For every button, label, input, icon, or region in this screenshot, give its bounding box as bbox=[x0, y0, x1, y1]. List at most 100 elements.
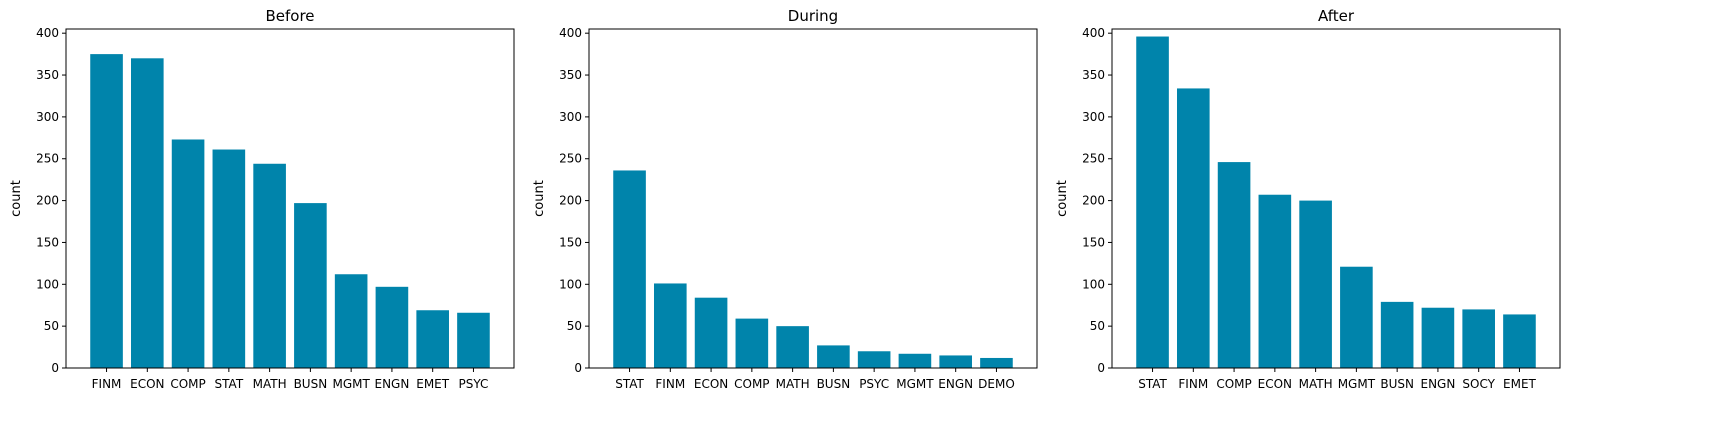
y-tick-label: 400 bbox=[36, 26, 59, 40]
x-tick-label: SOCY bbox=[1462, 377, 1495, 391]
x-ticks-group: STAT FINM COMP ECON MATH MGMT BUSN ENGN SOCY EMET bbox=[1138, 368, 1537, 391]
bars-group bbox=[613, 170, 1013, 368]
y-tick-label: 300 bbox=[36, 110, 59, 124]
bar-mgmt bbox=[1340, 266, 1373, 368]
bar-engn bbox=[1421, 307, 1455, 368]
chart-panel-before: Before count 0 50 100 150 200 250 300 350 400 FI… bbox=[9, 7, 515, 391]
x-tick-label: PSYC bbox=[459, 377, 489, 391]
x-tick-label: COMP bbox=[170, 377, 205, 391]
x-tick-label: BUSN bbox=[817, 377, 851, 391]
y-tick-label: 0 bbox=[51, 361, 59, 375]
y-tick-label: 0 bbox=[574, 361, 582, 375]
y-tick-label: 250 bbox=[1082, 152, 1105, 166]
y-ticks-group: 0 50 100 150 200 250 300 350 400 bbox=[559, 26, 589, 375]
y-tick-label: 100 bbox=[559, 277, 582, 291]
y-axis-label: count bbox=[9, 180, 24, 217]
y-axis-label: count bbox=[1055, 180, 1070, 217]
bar-mgmt bbox=[898, 353, 932, 368]
y-tick-label: 300 bbox=[1082, 110, 1105, 124]
chart-title: Before bbox=[265, 7, 314, 25]
y-axis-label: count bbox=[532, 180, 547, 217]
bar-engn bbox=[375, 286, 409, 368]
x-tick-label: ECON bbox=[694, 377, 728, 391]
x-tick-label: STAT bbox=[1138, 377, 1167, 391]
bar-stat bbox=[613, 170, 646, 368]
x-tick-label: ENGN bbox=[374, 377, 409, 391]
bar-psyc bbox=[457, 312, 490, 368]
x-tick-label: MATH bbox=[1299, 377, 1333, 391]
bar-mgmt bbox=[334, 274, 368, 368]
x-tick-label: ENGN bbox=[938, 377, 973, 391]
bar-busn bbox=[1380, 301, 1414, 368]
y-tick-label: 200 bbox=[559, 194, 582, 208]
y-tick-label: 200 bbox=[36, 194, 59, 208]
bar-stat bbox=[212, 149, 246, 368]
bar-comp bbox=[1217, 162, 1251, 368]
bar-finm bbox=[654, 283, 687, 368]
chart-title: During bbox=[788, 7, 838, 25]
y-tick-label: 50 bbox=[44, 319, 59, 333]
plot-frame bbox=[1111, 28, 1561, 369]
bar-busn bbox=[294, 203, 327, 368]
y-tick-label: 250 bbox=[36, 152, 59, 166]
y-tick-label: 50 bbox=[567, 319, 582, 333]
bar-demo bbox=[980, 357, 1013, 368]
y-tick-label: 350 bbox=[1082, 68, 1105, 82]
x-tick-label: MGMT bbox=[896, 377, 934, 391]
y-tick-label: 400 bbox=[559, 26, 582, 40]
y-tick-label: 350 bbox=[559, 68, 582, 82]
x-tick-label: MATH bbox=[253, 377, 287, 391]
x-tick-label: MGMT bbox=[1338, 377, 1376, 391]
plot-frame bbox=[588, 28, 1038, 369]
x-tick-label: FINM bbox=[1178, 377, 1208, 391]
y-tick-label: 250 bbox=[559, 152, 582, 166]
chart-panel-after: After count 0 50 100 150 200 250 300 350 400 STA… bbox=[1055, 7, 1561, 391]
y-tick-label: 150 bbox=[36, 235, 59, 249]
x-tick-label: EMET bbox=[1503, 377, 1537, 391]
bar-math bbox=[253, 163, 286, 368]
y-ticks-group: 0 50 100 150 200 250 300 350 400 bbox=[1082, 26, 1112, 375]
bar-math bbox=[776, 326, 809, 368]
y-tick-label: 300 bbox=[559, 110, 582, 124]
x-tick-label: BUSN bbox=[294, 377, 328, 391]
y-tick-label: 100 bbox=[36, 277, 59, 291]
y-tick-label: 200 bbox=[1082, 194, 1105, 208]
x-ticks-group: FINM ECON COMP STAT MATH BUSN MGMT ENGN EMET PSYC bbox=[92, 368, 489, 391]
y-tick-label: 150 bbox=[1082, 235, 1105, 249]
bar-econ bbox=[1258, 194, 1292, 368]
chart-panel-during: During count 0 50 100 150 200 250 300 350 400 ST… bbox=[532, 7, 1038, 391]
bar-finm bbox=[90, 54, 123, 369]
y-tick-label: 400 bbox=[1082, 26, 1105, 40]
x-tick-label: COMP bbox=[734, 377, 769, 391]
bar-busn bbox=[817, 345, 850, 368]
bar-emet bbox=[416, 310, 449, 368]
x-tick-label: EMET bbox=[416, 377, 450, 391]
bar-math bbox=[1299, 200, 1332, 368]
bars-group bbox=[1136, 36, 1536, 369]
y-tick-label: 50 bbox=[1090, 319, 1105, 333]
y-tick-label: 100 bbox=[1082, 277, 1105, 291]
x-tick-label: COMP bbox=[1216, 377, 1251, 391]
y-ticks-group: 0 50 100 150 200 250 300 350 400 bbox=[36, 26, 66, 375]
bar-comp bbox=[171, 139, 205, 368]
x-tick-label: STAT bbox=[215, 377, 244, 391]
plot-frame bbox=[65, 28, 515, 369]
bar-finm bbox=[1177, 88, 1210, 369]
bar-stat bbox=[1136, 36, 1169, 368]
bar-econ bbox=[131, 58, 164, 369]
y-tick-label: 0 bbox=[1097, 361, 1105, 375]
bar-emet bbox=[1503, 314, 1536, 368]
x-tick-label: DEMO bbox=[978, 377, 1015, 391]
bar-comp bbox=[735, 318, 769, 368]
x-tick-label: MGMT bbox=[332, 377, 370, 391]
y-tick-label: 350 bbox=[36, 68, 59, 82]
x-tick-label: STAT bbox=[615, 377, 644, 391]
x-ticks-group: STAT FINM ECON COMP MATH BUSN PSYC MGMT ENGN DEMO bbox=[615, 368, 1015, 391]
bar-engn bbox=[939, 355, 972, 368]
chart-title: After bbox=[1318, 7, 1355, 25]
bar-psyc bbox=[857, 351, 891, 368]
bar-socy bbox=[1462, 309, 1495, 368]
x-tick-label: FINM bbox=[655, 377, 685, 391]
bar-econ bbox=[694, 297, 728, 368]
